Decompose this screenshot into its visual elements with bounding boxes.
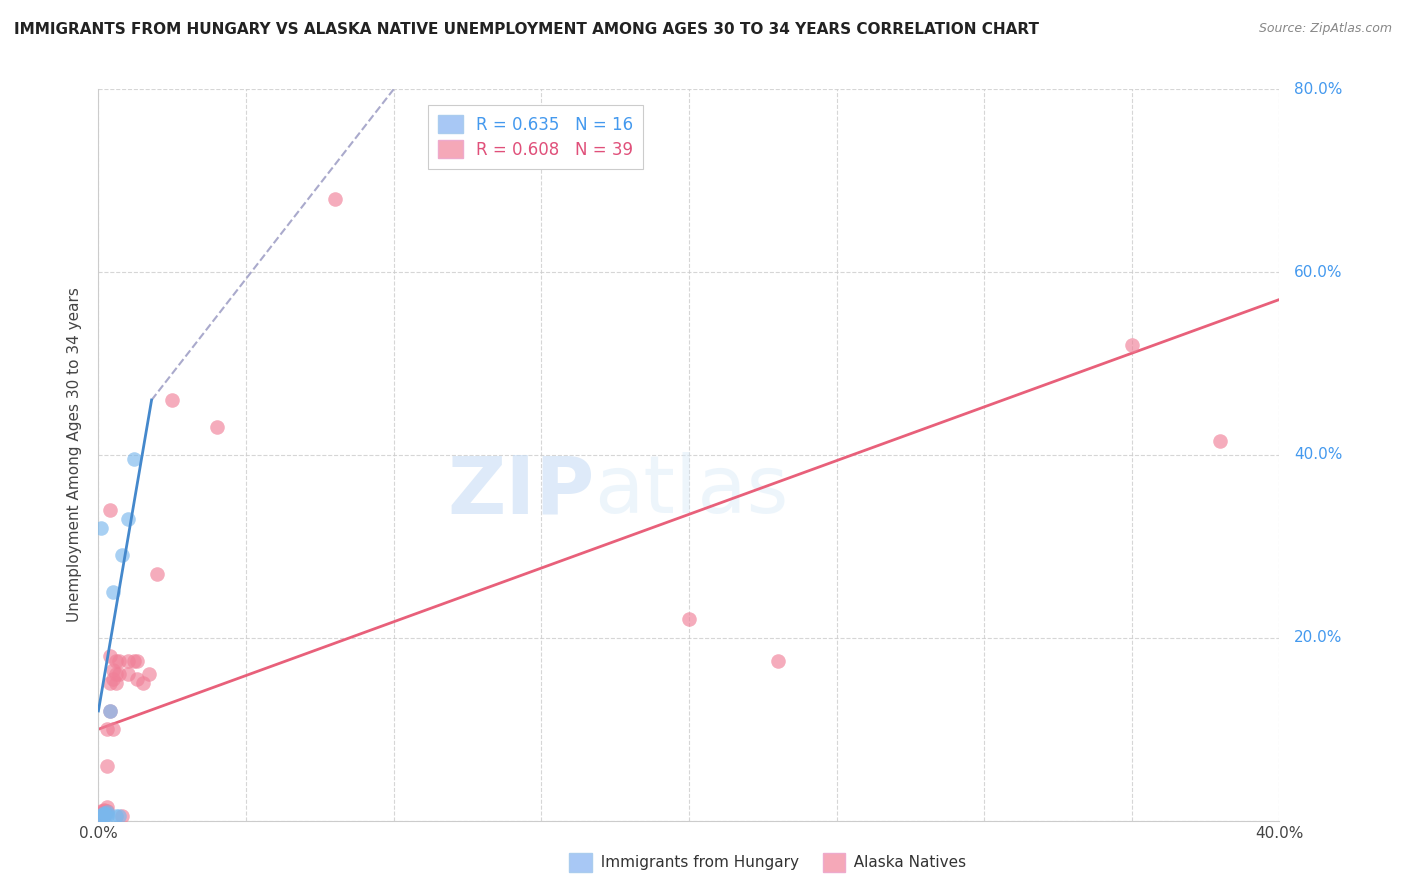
Point — [766, 654, 789, 668]
Text: Alaska Natives: Alaska Natives — [844, 855, 966, 870]
Text: IMMIGRANTS FROM HUNGARY VS ALASKA NATIVE UNEMPLOYMENT AMONG AGES 30 TO 34 YEARS : IMMIGRANTS FROM HUNGARY VS ALASKA NATIVE… — [14, 22, 1039, 37]
Point — [103, 672, 125, 686]
Point — [122, 654, 145, 668]
Point — [103, 723, 125, 737]
Point — [117, 512, 139, 526]
Point — [132, 676, 155, 690]
Text: 60.0%: 60.0% — [1294, 265, 1343, 279]
Point — [1121, 338, 1143, 352]
Point — [105, 676, 128, 690]
Point — [96, 723, 118, 737]
Point — [117, 654, 139, 668]
Point — [93, 806, 115, 821]
Point — [105, 667, 128, 681]
Point — [103, 663, 125, 677]
Point — [98, 649, 121, 664]
Point — [90, 521, 112, 535]
Text: 20.0%: 20.0% — [1294, 631, 1343, 645]
Point — [105, 654, 128, 668]
Point — [108, 654, 131, 668]
Point — [96, 805, 118, 819]
Point — [90, 809, 112, 823]
Text: 80.0%: 80.0% — [1294, 82, 1343, 96]
Point — [323, 192, 346, 206]
Point — [98, 704, 121, 718]
Text: atlas: atlas — [595, 452, 789, 531]
Text: 40.0%: 40.0% — [1294, 448, 1343, 462]
Point — [111, 549, 134, 563]
Point — [90, 805, 112, 819]
Text: Immigrants from Hungary: Immigrants from Hungary — [591, 855, 799, 870]
Point — [96, 800, 118, 814]
Point — [125, 654, 148, 668]
Legend: R = 0.635   N = 16, R = 0.608   N = 39: R = 0.635 N = 16, R = 0.608 N = 39 — [427, 105, 643, 169]
Text: Source: ZipAtlas.com: Source: ZipAtlas.com — [1258, 22, 1392, 36]
Point — [96, 758, 118, 772]
Point — [108, 667, 131, 681]
Point — [90, 808, 112, 822]
Point — [90, 809, 112, 823]
Point — [146, 566, 169, 581]
Point — [96, 807, 118, 822]
Point — [93, 805, 115, 819]
Point — [93, 807, 115, 822]
Y-axis label: Unemployment Among Ages 30 to 34 years: Unemployment Among Ages 30 to 34 years — [67, 287, 83, 623]
Point — [103, 585, 125, 599]
Point — [93, 809, 115, 823]
Point — [98, 704, 121, 718]
Point — [111, 809, 134, 823]
Point — [93, 803, 115, 817]
Point — [98, 676, 121, 690]
Text: ZIP: ZIP — [447, 452, 595, 531]
Point — [162, 392, 183, 407]
Point — [105, 809, 128, 823]
Point — [138, 667, 160, 681]
Point — [122, 452, 145, 467]
Point — [108, 809, 131, 823]
Point — [98, 502, 121, 516]
Point — [117, 667, 139, 681]
Point — [1209, 434, 1232, 449]
Point — [90, 806, 112, 821]
Point — [93, 809, 115, 823]
Point — [125, 672, 148, 686]
Point — [205, 420, 228, 434]
Point — [96, 809, 118, 823]
Point — [678, 613, 700, 627]
Point — [96, 805, 118, 820]
Point — [93, 806, 115, 821]
